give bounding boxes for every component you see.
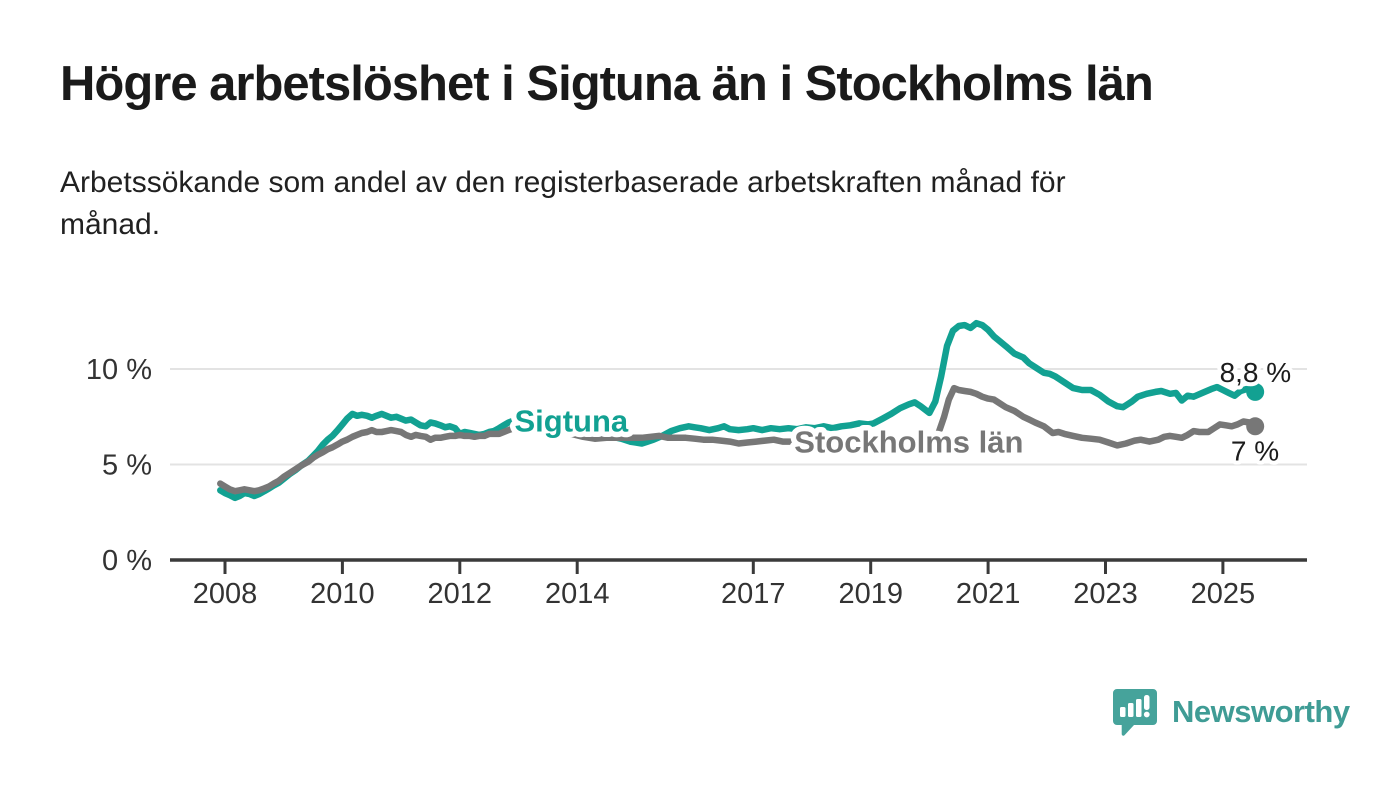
y-tick-label-0: 0 % xyxy=(102,545,152,577)
logo-exclamation-dot xyxy=(1143,711,1150,718)
chart-title: Högre arbetslöshet i Sigtuna än i Stockh… xyxy=(60,57,1154,111)
brand-name: Newsworthy xyxy=(1172,694,1350,729)
logo-bar-large xyxy=(1136,699,1142,717)
end-value-label-stockholms-l-n: 7 % xyxy=(1231,435,1279,466)
logo-speech-bubble xyxy=(1113,689,1157,736)
x-tick-label-2023: 2023 xyxy=(1073,578,1138,610)
series-line-stockholms-l-n xyxy=(217,384,1259,495)
logo-exclamation-bar xyxy=(1144,695,1150,710)
x-tick-label-2012: 2012 xyxy=(428,578,493,610)
series-line-sigtuna xyxy=(217,319,1259,502)
x-tick-label-2010: 2010 xyxy=(310,578,375,610)
y-tick-label-5: 5 % xyxy=(102,450,152,482)
chart-subtitle: Arbetssökande som andel av den registerb… xyxy=(60,166,1066,241)
y-tick-label-10: 10 % xyxy=(86,354,152,386)
series-label-sigtuna: Sigtuna xyxy=(514,404,628,439)
x-tick-label-2017: 2017 xyxy=(721,578,786,610)
logo-bar-medium xyxy=(1128,703,1134,717)
end-dot-stockholms-l-n xyxy=(1246,417,1265,436)
x-tick-label-2014: 2014 xyxy=(545,578,610,610)
newsworthy-logo-icon xyxy=(1113,689,1157,736)
x-tick-label-2008: 2008 xyxy=(193,578,258,610)
x-tick-label-2025: 2025 xyxy=(1191,578,1256,610)
end-dot-sigtuna xyxy=(1246,382,1265,401)
end-value-label-sigtuna: 8,8 % xyxy=(1220,357,1292,388)
x-tick-label-2019: 2019 xyxy=(838,578,903,610)
logo-bar-small xyxy=(1120,707,1126,717)
x-tick-label-2021: 2021 xyxy=(956,578,1021,610)
series-label-stockholms-l-n: Stockholms län xyxy=(794,425,1023,460)
brand-footer: Newsworthy xyxy=(1112,688,1350,736)
